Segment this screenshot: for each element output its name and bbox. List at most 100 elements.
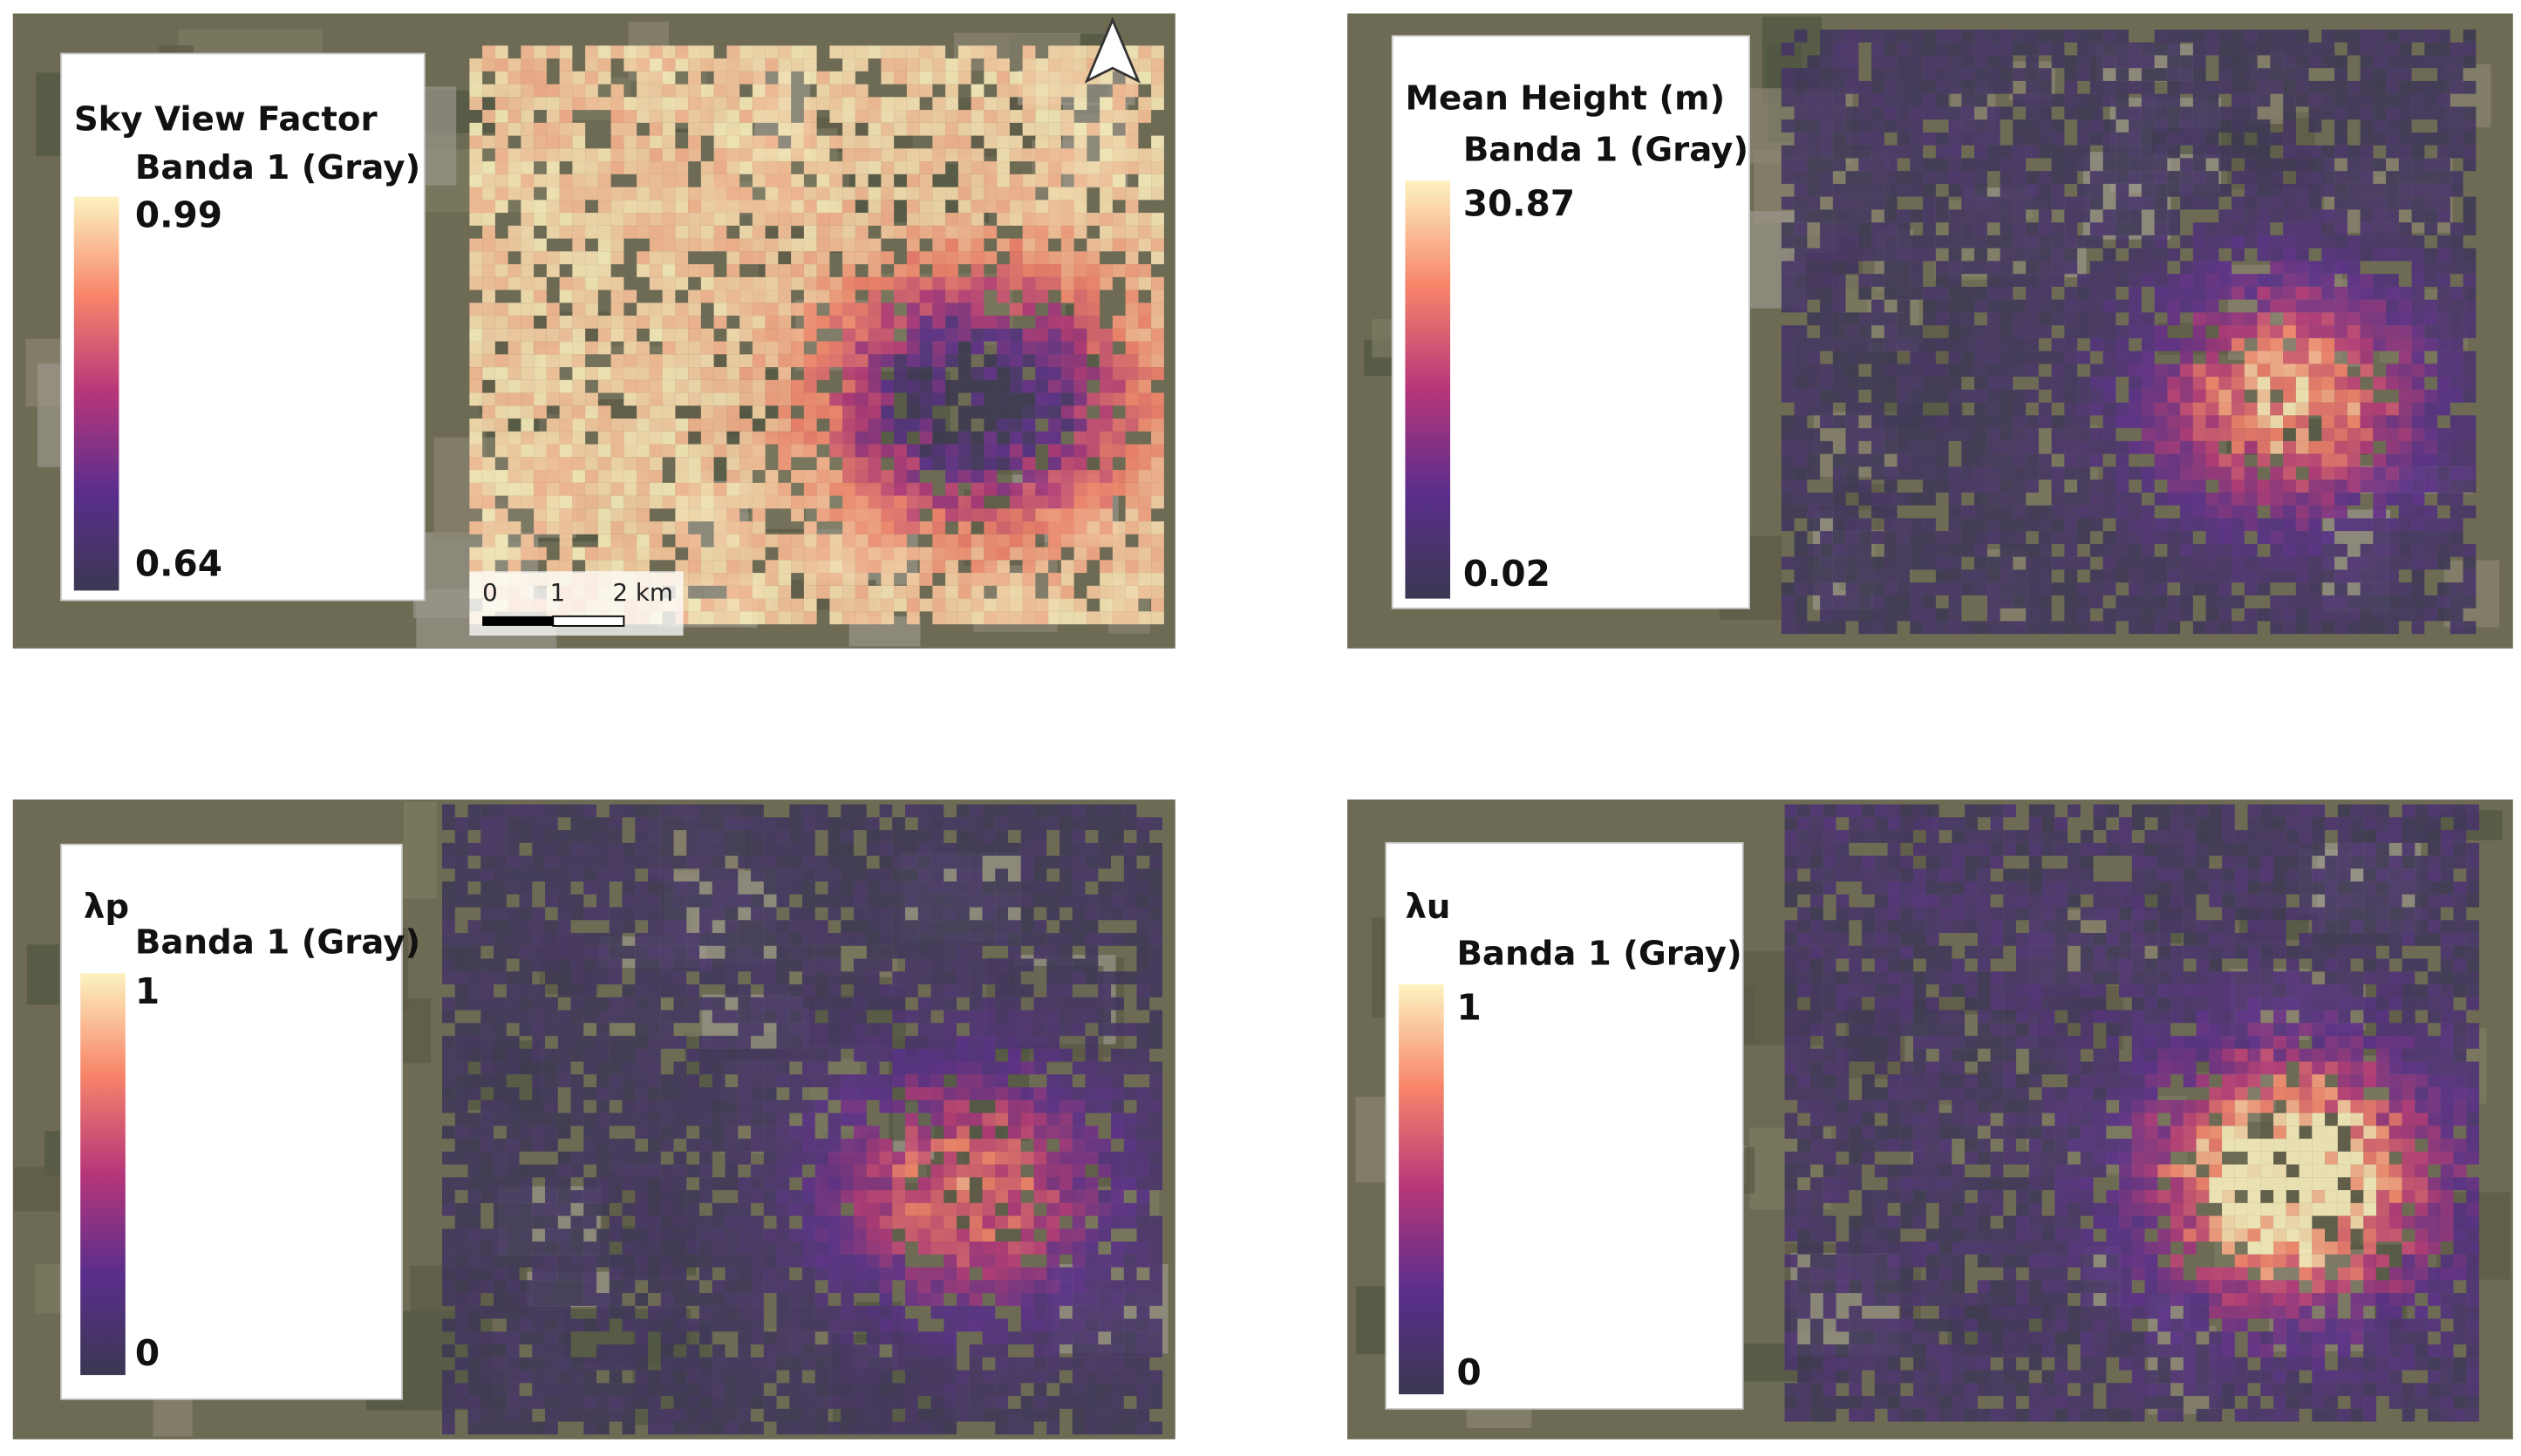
raster-cell bbox=[765, 341, 779, 355]
raster-cell bbox=[957, 122, 971, 136]
raster-cell bbox=[868, 379, 882, 393]
raster-cell bbox=[2398, 415, 2412, 429]
raster-cell bbox=[1100, 379, 1113, 393]
raster-cell bbox=[469, 495, 483, 509]
raster-cell bbox=[2180, 350, 2193, 364]
raster-cell bbox=[1022, 84, 1036, 98]
raster-cell bbox=[623, 470, 637, 483]
raster-cell bbox=[726, 521, 740, 534]
raster-cell bbox=[559, 122, 573, 136]
raster-cell bbox=[559, 289, 573, 303]
raster-cell bbox=[1033, 933, 1047, 946]
raster-cell bbox=[712, 817, 726, 831]
raster-cell bbox=[2038, 183, 2052, 197]
raster-cell bbox=[585, 457, 598, 471]
raster-cell bbox=[559, 418, 573, 432]
raster-cell bbox=[2102, 364, 2116, 378]
raster-cell bbox=[1087, 470, 1100, 483]
raster-cell bbox=[2270, 466, 2284, 480]
raster-cell bbox=[2437, 274, 2450, 287]
raster-cell bbox=[1845, 466, 1859, 480]
raster-cell bbox=[776, 958, 790, 972]
raster-cell bbox=[1022, 598, 1036, 612]
raster-cell bbox=[2077, 29, 2090, 43]
raster-cell bbox=[2129, 248, 2142, 262]
raster-cell bbox=[2013, 505, 2027, 519]
raster-cell bbox=[1871, 364, 1884, 378]
raster-cell bbox=[2129, 350, 2142, 364]
raster-cell bbox=[816, 405, 830, 419]
raster-cell bbox=[1073, 611, 1087, 625]
raster-cell bbox=[597, 58, 611, 71]
raster-cell bbox=[957, 418, 971, 432]
raster-cell bbox=[662, 276, 676, 290]
raster-cell bbox=[1897, 440, 1911, 454]
raster-cell bbox=[2089, 222, 2103, 235]
raster-cell bbox=[1845, 119, 1859, 133]
raster-cell bbox=[957, 945, 970, 959]
raster-cell bbox=[2141, 274, 2155, 287]
raster-cell bbox=[957, 135, 971, 149]
raster-cell bbox=[1151, 84, 1164, 98]
raster-cell bbox=[2013, 325, 2027, 338]
raster-cell bbox=[559, 276, 573, 290]
raster-cell bbox=[2295, 582, 2309, 595]
raster-cell bbox=[2129, 531, 2142, 544]
raster-cell bbox=[609, 855, 623, 869]
raster-cell bbox=[881, 45, 895, 59]
raster-cell bbox=[660, 945, 674, 959]
raster-cell bbox=[688, 611, 701, 625]
raster-cell bbox=[906, 379, 920, 393]
raster-cell bbox=[662, 135, 676, 149]
raster-cell bbox=[2437, 286, 2450, 300]
raster-cell bbox=[2089, 389, 2103, 403]
raster-cell bbox=[2205, 261, 2219, 275]
raster-cell bbox=[984, 187, 998, 201]
raster-cell bbox=[2026, 440, 2039, 454]
raster-cell bbox=[1794, 68, 1808, 81]
raster-cell bbox=[2283, 466, 2296, 480]
raster-cell bbox=[726, 495, 740, 509]
raster-cell bbox=[2257, 312, 2271, 326]
raster-cell bbox=[534, 251, 547, 265]
raster-cell bbox=[572, 122, 586, 136]
raster-cell bbox=[2257, 453, 2271, 467]
raster-cell bbox=[494, 276, 508, 290]
raster-cell bbox=[2424, 531, 2438, 544]
raster-cell bbox=[610, 251, 624, 265]
raster-cell bbox=[1046, 933, 1060, 946]
raster-cell bbox=[2154, 222, 2168, 235]
raster-cell bbox=[1820, 377, 1833, 390]
raster-cell bbox=[623, 457, 637, 471]
raster-cell bbox=[971, 251, 985, 265]
raster-cell bbox=[2064, 556, 2078, 570]
raster-cell bbox=[1961, 261, 1975, 275]
raster-cell bbox=[1060, 200, 1074, 214]
raster-cell bbox=[1807, 402, 1821, 416]
raster-cell bbox=[1910, 29, 1924, 43]
raster-cell bbox=[752, 213, 766, 226]
raster-cell bbox=[1022, 225, 1036, 239]
raster-cell bbox=[919, 251, 933, 265]
raster-cell bbox=[1871, 595, 1884, 609]
raster-cell bbox=[1845, 595, 1859, 609]
raster-cell bbox=[2218, 480, 2232, 493]
raster-cell bbox=[2154, 29, 2168, 43]
raster-cell bbox=[2077, 286, 2090, 300]
raster-cell bbox=[532, 945, 546, 959]
raster-cell bbox=[829, 560, 843, 574]
raster-cell bbox=[2295, 55, 2309, 69]
raster-cell bbox=[1060, 920, 1073, 934]
raster-cell bbox=[2167, 286, 2181, 300]
raster-cell bbox=[1035, 379, 1049, 393]
raster-cell bbox=[906, 289, 920, 303]
raster-cell bbox=[1138, 110, 1152, 123]
raster-cell bbox=[2167, 248, 2181, 262]
raster-cell bbox=[1060, 276, 1074, 290]
raster-cell bbox=[932, 560, 946, 574]
raster-cell bbox=[997, 187, 1010, 201]
raster-cell bbox=[984, 560, 998, 574]
raster-cell bbox=[2360, 106, 2374, 120]
raster-cell bbox=[2116, 55, 2129, 69]
raster-cell bbox=[622, 881, 636, 895]
